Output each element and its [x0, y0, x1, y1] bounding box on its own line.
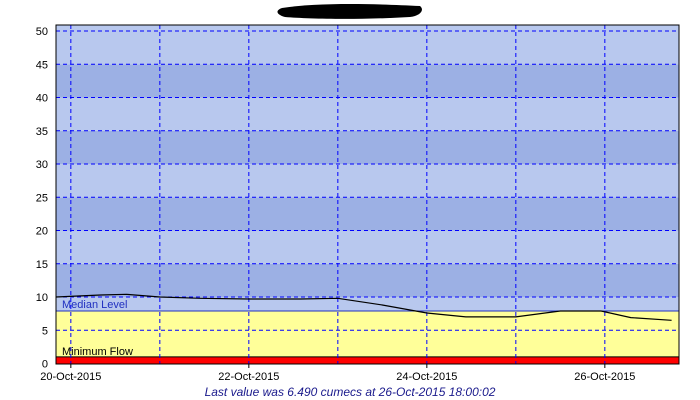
y-tick-label: 20 [36, 226, 48, 238]
last-value-footer: Last value was 6.490 cumecs at 26-Oct-20… [205, 385, 496, 399]
background-stripe [56, 263, 679, 297]
band-minimum-flow [56, 356, 679, 364]
minimum-flow-label: Minimum Flow [62, 346, 133, 358]
y-tick-label: 25 [36, 192, 48, 204]
background-stripe [56, 164, 679, 198]
background-stripe [56, 197, 679, 231]
background-stripe [56, 230, 679, 264]
y-tick-label: 5 [42, 325, 48, 337]
median-level-label: Median Level [62, 299, 127, 311]
y-tick-label: 40 [36, 93, 48, 105]
x-tick-label: 24-Oct-2015 [396, 371, 457, 383]
x-tick-label: 20-Oct-2015 [40, 371, 101, 383]
plot-frame [55, 24, 680, 365]
y-tick-label: 0 [42, 359, 48, 371]
background-stripe [56, 64, 679, 98]
x-tick-label: 22-Oct-2015 [218, 371, 279, 383]
x-tick-label: 26-Oct-2015 [574, 371, 635, 383]
background-stripe [56, 97, 679, 131]
background-stripe [56, 130, 679, 164]
y-tick-label: 15 [36, 259, 48, 271]
band-median-level [56, 310, 679, 357]
y-tick-label: 10 [36, 292, 48, 304]
flow-series-line [55, 293, 672, 321]
background-stripe [56, 31, 679, 38]
y-tick-label: 45 [36, 59, 48, 71]
y-tick-label: 35 [36, 126, 48, 138]
y-tick-label: 30 [36, 159, 48, 171]
redacted-title-scribble [277, 4, 422, 19]
y-tick-label: 50 [36, 26, 48, 38]
